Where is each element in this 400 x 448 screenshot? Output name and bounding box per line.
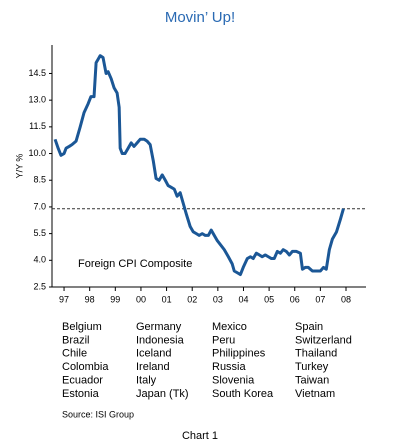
data-line [53,54,345,277]
y-tick-label: 14.5 [28,68,46,78]
country: Russia [212,361,247,373]
y-tick-label: 13.0 [28,95,46,105]
country: Thailand [295,348,337,360]
x-tick-label: 01 [162,294,172,304]
country: Taiwan [295,375,329,387]
y-tick-label: 10.0 [28,148,46,158]
country: Switzerland [295,334,352,346]
country: Germany [136,321,182,333]
x-tick-label: 08 [341,294,351,304]
country: Iceland [136,348,171,360]
y-tick-label: 2.5 [33,281,46,291]
caption: Chart 1 [182,430,218,442]
annotation: Foreign CPI Composite [78,258,192,270]
x-tick-label: 06 [290,294,300,304]
country: Italy [136,375,157,387]
y-tick-label: 7.0 [33,201,46,211]
x-tick-label: 99 [110,294,120,304]
country: Ecuador [62,375,103,387]
y-axis-label: Y/Y % [14,154,24,179]
x-tick-label: 98 [85,294,95,304]
country: Belgium [62,321,102,333]
country: Indonesia [136,334,185,346]
country: Peru [212,334,235,346]
x-tick-label: 05 [264,294,274,304]
x-tick-label: 04 [238,294,248,304]
x-tick-label: 00 [136,294,146,304]
country: Brazil [62,334,90,346]
country: Ireland [136,361,170,373]
x-tick-label: 97 [59,294,69,304]
x-tick-label: 02 [187,294,197,304]
country: Vietnam [295,388,335,400]
country: Spain [295,321,323,333]
y-tick-label: 11.5 [29,121,46,131]
x-tick-label: 03 [213,294,223,304]
x-tick-label: 07 [315,294,325,304]
country: Slovenia [212,375,255,387]
source: Source: ISI Group [62,409,134,419]
y-tick-label: 5.5 [33,228,46,238]
country: South Korea [212,388,274,400]
country: Turkey [295,361,329,373]
country: Mexico [212,321,247,333]
country: Philippines [212,348,266,360]
y-tick-label: 4.0 [33,255,46,265]
country: Colombia [62,361,109,373]
country: Chile [62,348,87,360]
country: Japan (Tk) [136,388,189,400]
chart-title: Movin’ Up! [165,9,235,26]
y-tick-label: 8.5 [33,175,46,185]
country: Estonia [62,388,100,400]
